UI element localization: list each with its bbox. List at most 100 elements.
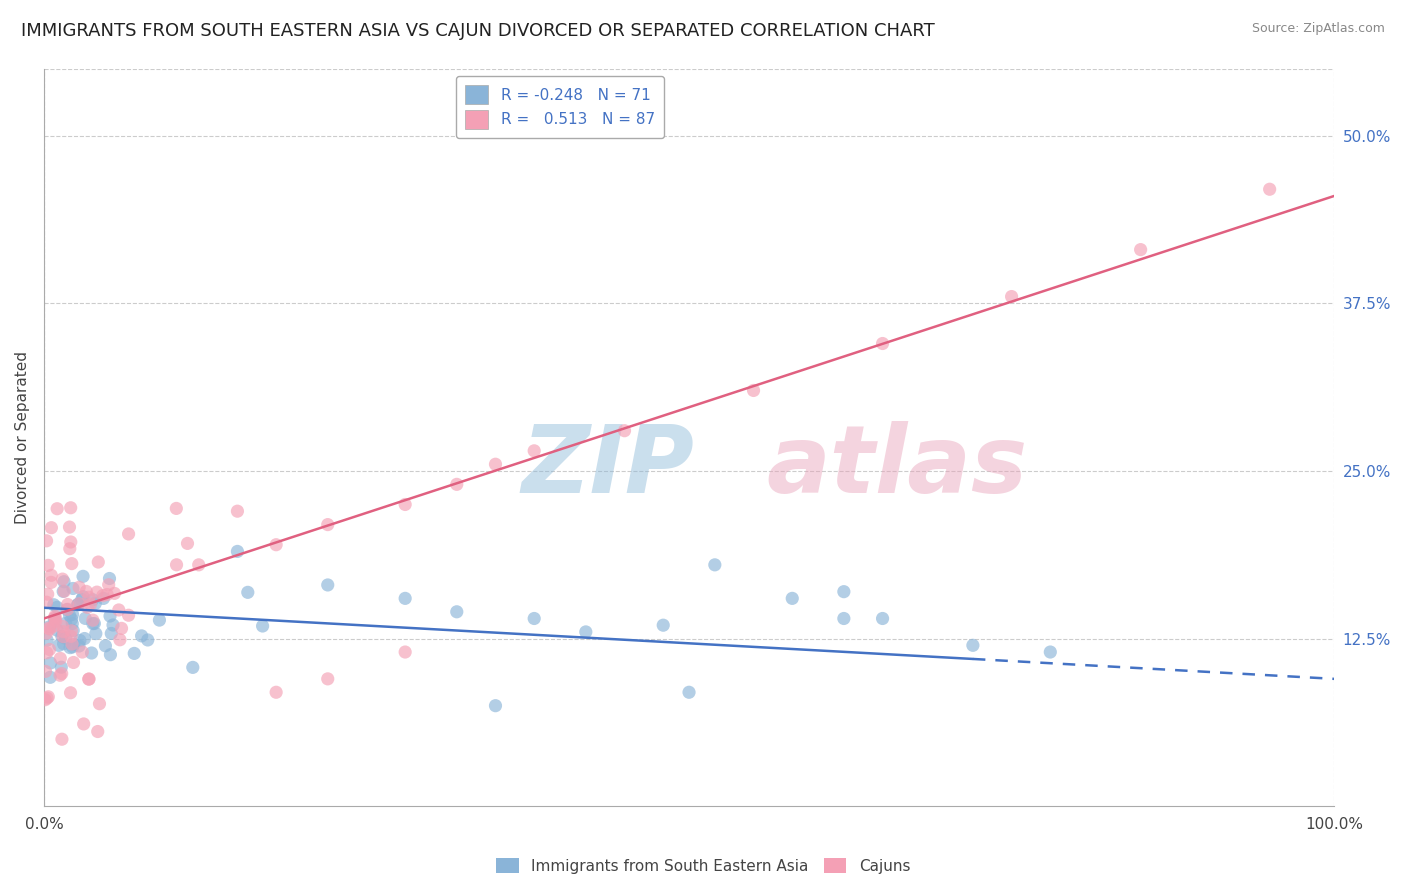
Point: [52, 637, 75, 651]
Point: [55, 631, 77, 645]
Point: [59, 535, 82, 549]
Point: [35, 595, 58, 609]
Point: [98, 609, 121, 624]
Point: [96, 588, 118, 602]
Point: [652, 618, 675, 632]
Point: [35, 626, 58, 640]
Point: [962, 638, 984, 652]
Point: [42, 598, 65, 612]
Point: [59, 500, 82, 515]
Point: [67, 639, 90, 653]
Point: [252, 619, 274, 633]
Point: [91, 589, 114, 603]
Point: [872, 336, 894, 351]
Point: [93, 591, 115, 606]
Point: [122, 647, 145, 661]
Point: [87, 724, 110, 739]
Point: [316, 578, 339, 592]
Point: [446, 605, 468, 619]
Point: [44, 612, 66, 626]
Point: [37, 558, 59, 573]
Point: [53, 574, 76, 589]
Point: [678, 685, 700, 699]
Point: [75, 584, 97, 599]
Point: [742, 384, 765, 398]
Point: [148, 613, 170, 627]
Point: [394, 498, 416, 512]
Point: [83, 616, 105, 631]
Point: [39, 568, 62, 582]
Point: [35, 533, 58, 548]
Text: IMMIGRANTS FROM SOUTH EASTERN ASIA VS CAJUN DIVORCED OR SEPARATED CORRELATION CH: IMMIGRANTS FROM SOUTH EASTERN ASIA VS CA…: [21, 22, 935, 40]
Point: [87, 555, 110, 569]
Point: [73, 717, 96, 731]
Point: [46, 624, 69, 638]
Point: [236, 585, 259, 599]
Point: [79, 597, 101, 611]
Point: [394, 591, 416, 606]
Legend: Immigrants from South Eastern Asia, Cajuns: Immigrants from South Eastern Asia, Caju…: [489, 852, 917, 880]
Point: [62, 640, 84, 654]
Point: [46, 501, 69, 516]
Point: [264, 685, 287, 699]
Point: [49, 651, 72, 665]
Point: [82, 592, 104, 607]
Point: [84, 597, 107, 611]
Point: [82, 616, 104, 631]
Point: [53, 584, 76, 599]
Point: [82, 613, 104, 627]
Point: [56, 598, 79, 612]
Point: [60, 637, 83, 651]
Point: [72, 590, 94, 604]
Point: [38, 621, 60, 635]
Point: [1258, 182, 1281, 196]
Text: atlas: atlas: [766, 421, 1028, 513]
Point: [70, 592, 93, 607]
Point: [38, 620, 60, 634]
Point: [117, 608, 139, 623]
Point: [59, 541, 82, 556]
Point: [166, 558, 188, 572]
Point: [39, 575, 62, 590]
Point: [52, 619, 75, 633]
Point: [42, 619, 65, 633]
Point: [59, 686, 82, 700]
Point: [58, 520, 80, 534]
Point: [39, 670, 62, 684]
Point: [49, 668, 72, 682]
Point: [66, 597, 89, 611]
Point: [39, 656, 62, 670]
Point: [37, 587, 59, 601]
Point: [48, 639, 70, 653]
Legend: R = -0.248   N = 71, R =   0.513   N = 87: R = -0.248 N = 71, R = 0.513 N = 87: [456, 76, 664, 138]
Point: [575, 624, 598, 639]
Point: [44, 609, 66, 624]
Point: [103, 586, 125, 600]
Point: [89, 697, 111, 711]
Point: [77, 672, 100, 686]
Point: [38, 622, 60, 636]
Point: [84, 626, 107, 640]
Point: [69, 633, 91, 648]
Point: [51, 732, 73, 747]
Point: [51, 629, 73, 643]
Point: [58, 608, 80, 623]
Point: [1000, 289, 1022, 303]
Point: [264, 538, 287, 552]
Point: [44, 612, 66, 626]
Point: [51, 572, 73, 586]
Point: [72, 645, 94, 659]
Point: [77, 591, 100, 605]
Point: [46, 600, 69, 615]
Point: [110, 621, 132, 635]
Point: [101, 618, 124, 632]
Point: [100, 648, 122, 662]
Point: [75, 611, 97, 625]
Point: [66, 598, 89, 612]
Point: [523, 443, 546, 458]
Point: [62, 624, 84, 638]
Point: [80, 646, 103, 660]
Point: [1039, 645, 1062, 659]
Point: [44, 610, 66, 624]
Point: [56, 602, 79, 616]
